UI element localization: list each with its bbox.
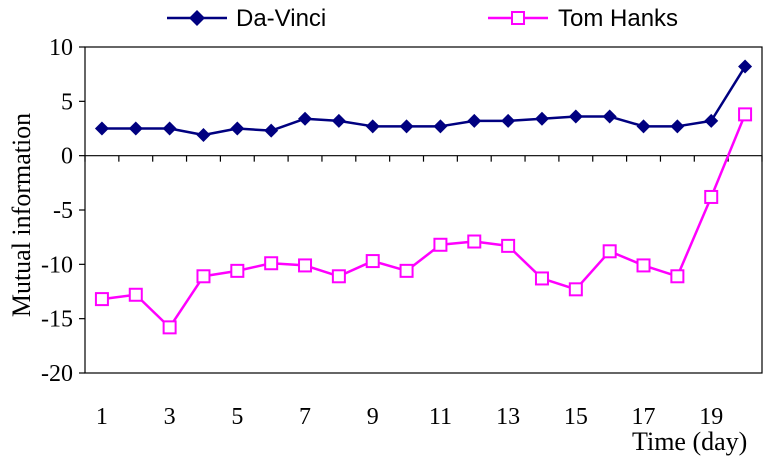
y-tick-label: -20 [41,361,73,387]
x-tick-label: 9 [367,404,379,430]
data-point-tom-hanks [94,292,109,307]
data-point-da-vinci [501,113,516,128]
x-tick-label: 17 [632,404,656,430]
data-point-da-vinci [467,113,482,128]
data-point-tom-hanks [230,263,245,278]
x-tick-label: 5 [231,404,243,430]
legend-item-da-vinci: Da-Vinci [167,5,326,32]
data-point-da-vinci [602,109,617,124]
series-layer [94,59,753,335]
y-tick-label: 0 [61,144,73,170]
data-point-da-vinci [670,119,685,134]
x-tick-label: 7 [299,404,311,430]
plot-frame [84,46,763,374]
data-point-tom-hanks [670,269,685,284]
x-tick-label: 11 [429,404,452,430]
data-point-tom-hanks [501,238,516,253]
legend-square-marker [511,11,525,25]
data-point-tom-hanks [298,258,313,273]
data-point-tom-hanks [704,189,719,204]
data-point-tom-hanks [636,258,651,273]
data-point-da-vinci [230,121,245,136]
y-axis-title: Mutual information [7,113,36,317]
data-point-da-vinci [738,59,753,74]
data-point-tom-hanks [433,237,448,252]
legend-diamond-marker [189,10,205,26]
data-point-tom-hanks [602,244,617,259]
y-tick-label: -10 [41,252,73,278]
data-point-tom-hanks [162,320,177,335]
y-axis-ticks: 10 5 0 -5 -10 -15 -20 [41,35,85,387]
data-point-da-vinci [704,113,719,128]
legend: Da-Vinci Tom Hanks [167,5,678,32]
data-point-da-vinci [162,121,177,136]
data-point-tom-hanks [365,254,380,269]
data-point-da-vinci [196,128,211,143]
data-point-tom-hanks [196,269,211,284]
legend-label-da-vinci: Da-Vinci [236,5,326,32]
x-tick-label: 19 [699,404,723,430]
x-axis-ticks: 1 3 5 7 9 11 13 15 17 19 [84,155,763,430]
data-point-tom-hanks [738,107,753,122]
y-tick-label: -5 [53,198,73,224]
data-point-da-vinci [365,119,380,134]
x-tick-label: 1 [96,404,108,430]
data-point-da-vinci [94,121,109,136]
x-tick-label: 13 [496,404,520,430]
data-point-da-vinci [298,111,313,126]
data-point-da-vinci [534,111,549,126]
legend-label-tom-hanks: Tom Hanks [558,5,678,32]
data-point-tom-hanks [568,282,583,297]
data-point-tom-hanks [399,263,414,278]
x-tick-label: 15 [564,404,588,430]
data-point-tom-hanks [331,269,346,284]
series-line-tom-hanks [101,113,747,329]
data-point-tom-hanks [128,287,143,302]
data-point-da-vinci [331,113,346,128]
data-point-da-vinci [636,119,651,134]
data-point-da-vinci [128,121,143,136]
x-axis-title: Time (day) [632,427,747,456]
legend-item-tom-hanks: Tom Hanks [488,5,678,32]
data-point-tom-hanks [534,271,549,286]
data-point-da-vinci [568,109,583,124]
y-tick-label: 5 [61,89,73,115]
data-point-tom-hanks [264,256,279,271]
data-point-da-vinci [399,119,414,134]
x-tick-label: 3 [164,404,176,430]
data-point-da-vinci [264,123,279,138]
data-point-tom-hanks [467,234,482,249]
data-point-da-vinci [433,119,448,134]
y-tick-label: -15 [41,307,73,333]
y-tick-label: 10 [49,35,73,61]
